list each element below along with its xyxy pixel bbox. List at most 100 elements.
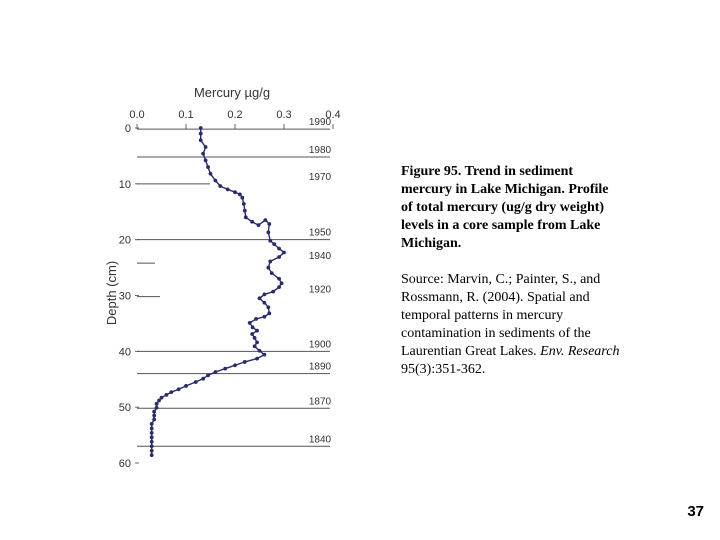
data-point [169, 390, 174, 394]
data-point [233, 363, 237, 368]
data-point [250, 219, 255, 224]
data-point [223, 366, 228, 371]
data-point [255, 328, 259, 333]
data-point [266, 230, 271, 235]
data-point [149, 430, 154, 435]
data-point [203, 158, 208, 163]
figure-source: Source: Marvin, C.; Painter, S., and Ros… [401, 271, 621, 379]
x-axis-title: Mercury µg/g [194, 85, 270, 100]
data-point [243, 215, 248, 220]
data-point [152, 413, 157, 418]
data-point [213, 370, 218, 374]
data-point [268, 238, 273, 243]
data-point [149, 448, 154, 453]
mercury-profile-points [149, 126, 286, 458]
data-point [257, 296, 262, 301]
data-point [257, 348, 262, 353]
data-point [149, 444, 154, 449]
data-point [255, 356, 259, 361]
data-point [152, 417, 157, 422]
data-point [255, 340, 259, 345]
data-point [152, 409, 157, 414]
source-citation: Source: Marvin, C.; Painter, S., and Ros… [401, 272, 601, 359]
data-point [241, 202, 246, 206]
data-point [262, 352, 267, 357]
year-label: 1920 [309, 285, 332, 296]
year-label: 1970 [309, 172, 332, 183]
data-point [198, 138, 203, 143]
x-tick-label: 0.3 [276, 109, 291, 121]
data-point [154, 405, 159, 410]
data-point [193, 380, 198, 384]
source-journal: Env. Research [540, 344, 620, 359]
data-point [206, 373, 210, 378]
data-point [184, 384, 188, 388]
x-tick-label: 0.0 [129, 109, 144, 121]
year-label: 1870 [309, 396, 332, 407]
figure-title: Figure 95. Trend in sediment mercury in … [401, 164, 609, 251]
data-point [277, 285, 281, 290]
data-point [149, 426, 154, 431]
y-tick-label: 10 [119, 179, 131, 191]
year-label: 1840 [309, 434, 332, 445]
y-tick-label: 0 [125, 123, 131, 135]
data-point [149, 435, 154, 440]
data-point [240, 195, 245, 200]
data-point [242, 360, 247, 364]
data-point [159, 395, 164, 400]
data-point [208, 171, 213, 176]
y-axis-title: Depth (cm) [104, 261, 119, 325]
data-point [267, 222, 272, 226]
data-point [277, 276, 281, 281]
data-point [254, 317, 258, 321]
year-reference-lines: 1990 1980 1970 1950 1940 1920 1900 1890 1870 1840 [137, 117, 332, 447]
data-point [262, 300, 267, 305]
data-point [213, 178, 218, 183]
data-point [225, 187, 230, 192]
data-point [256, 223, 261, 228]
data-point [262, 314, 267, 319]
data-point [272, 242, 277, 247]
mercury-profile-line [150, 128, 286, 456]
data-point [203, 145, 208, 149]
data-point [198, 131, 203, 136]
x-axis-ticks: 0.0 0.1 0.2 0.3 0.4 [129, 109, 341, 129]
data-point [263, 218, 268, 223]
x-tick-label: 0.4 [325, 109, 340, 121]
y-axis-ticks: 0 10 20 30 40 50 60 [119, 123, 139, 470]
year-label: 1890 [309, 362, 332, 373]
data-point [252, 336, 257, 340]
data-point [238, 192, 242, 197]
figure-caption: Figure 95. Trend in sediment mercury in … [401, 163, 621, 379]
year-label: 1950 [309, 228, 332, 239]
data-point [267, 311, 272, 316]
data-point [282, 250, 286, 255]
data-point [201, 151, 206, 156]
x-tick-label: 0.1 [178, 109, 193, 121]
data-point [266, 265, 271, 270]
x-tick-label: 0.2 [227, 109, 242, 121]
year-label: 1980 [309, 145, 332, 156]
data-point [149, 439, 154, 444]
data-point [277, 255, 281, 259]
year-label: 1940 [309, 251, 332, 262]
data-point [242, 208, 247, 213]
data-point [176, 387, 181, 392]
data-point [271, 289, 276, 294]
year-label: 1900 [309, 339, 332, 350]
data-point [269, 271, 274, 276]
data-point [198, 126, 203, 130]
page-number: 37 [687, 503, 704, 520]
y-tick-label: 60 [119, 458, 131, 470]
data-point [268, 259, 273, 264]
data-point [277, 246, 281, 251]
data-point [201, 376, 206, 381]
data-point [206, 165, 210, 169]
data-point [262, 292, 267, 297]
data-point [149, 453, 154, 458]
data-point [250, 325, 255, 330]
y-tick-label: 20 [119, 235, 131, 247]
data-point [157, 398, 161, 403]
data-point [154, 401, 159, 406]
